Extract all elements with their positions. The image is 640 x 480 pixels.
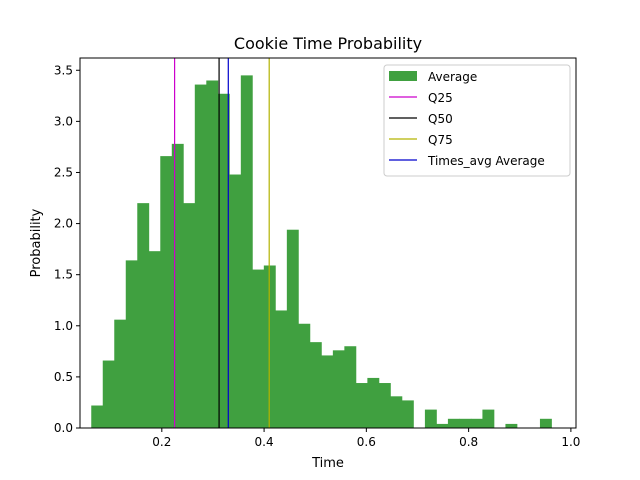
x-tick-label: 0.2 (152, 435, 171, 449)
y-tick-label: 2.5 (54, 165, 73, 179)
histogram-bar (102, 360, 115, 428)
histogram-bar (539, 418, 552, 428)
x-tick-label: 0.4 (255, 435, 274, 449)
y-tick-label: 1.5 (54, 268, 73, 282)
y-tick-label: 1.0 (54, 319, 73, 333)
y-tick-label: 0.5 (54, 370, 73, 384)
histogram-bar (171, 143, 184, 429)
y-tick-label: 3.5 (54, 63, 73, 77)
legend-label: Average (428, 70, 477, 84)
histogram-bar (206, 80, 219, 429)
quantile-lines (174, 58, 270, 428)
y-tick-label: 3.0 (54, 114, 73, 128)
histogram-bar (401, 400, 414, 428)
histogram-bars (91, 75, 552, 429)
x-axis-ticks: 0.2 0.4 0.6 0.8 1.0 (152, 428, 580, 449)
histogram-bar (217, 93, 230, 429)
histogram-bar (424, 409, 437, 428)
legend-label: Times_avg Average (427, 154, 545, 168)
plot-frame (79, 57, 577, 429)
histogram-bar (447, 418, 460, 428)
histogram-bar (252, 269, 265, 428)
histogram-bar (482, 409, 495, 428)
histogram-bar (470, 418, 483, 428)
legend-label: Q75 (428, 133, 453, 147)
histogram-bar (367, 377, 380, 428)
histogram-bar (505, 423, 518, 428)
legend-label: Q25 (428, 91, 453, 105)
x-tick-label: 0.8 (459, 435, 478, 449)
y-axis-ticks: 0.0 0.5 1.0 1.5 2.0 2.5 3.0 3.5 (54, 63, 80, 435)
histogram-bar (298, 323, 311, 428)
legend-box (383, 64, 571, 177)
x-tick-label: 0.6 (357, 435, 376, 449)
histogram-bar (344, 346, 357, 428)
histogram-bar (309, 342, 322, 428)
histogram-bar (436, 423, 449, 428)
histogram-bar (378, 383, 391, 428)
histogram-bar (240, 75, 253, 428)
histogram-bar (321, 355, 334, 428)
histogram-bar (160, 156, 173, 428)
histogram-bar (148, 251, 161, 428)
histogram-bar (286, 229, 299, 428)
histogram-bar (275, 310, 288, 428)
y-tick-label: 2.0 (54, 217, 73, 231)
histogram-bar (125, 260, 138, 428)
legend-swatch-patch (389, 71, 417, 81)
legend: Average Q25 Q50 Q75 Times_avg Average (383, 64, 571, 177)
x-axis-label: Time (311, 456, 344, 471)
y-tick-label: 0.0 (54, 421, 73, 435)
histogram-bar (459, 418, 472, 428)
histogram-bar (229, 174, 242, 428)
histogram-bar (332, 350, 345, 428)
histogram-bar (91, 405, 104, 428)
chart-title: Cookie Time Probability (234, 34, 422, 53)
histogram-bar (114, 319, 127, 428)
histogram-bar (137, 203, 150, 428)
legend-label: Q50 (428, 112, 453, 126)
x-tick-label: 1.0 (561, 435, 580, 449)
histogram-bar (194, 84, 207, 428)
histogram-bar (355, 383, 368, 428)
histogram-bar (183, 203, 196, 428)
y-axis-label: Probability (29, 208, 44, 277)
histogram-bar (390, 396, 403, 428)
